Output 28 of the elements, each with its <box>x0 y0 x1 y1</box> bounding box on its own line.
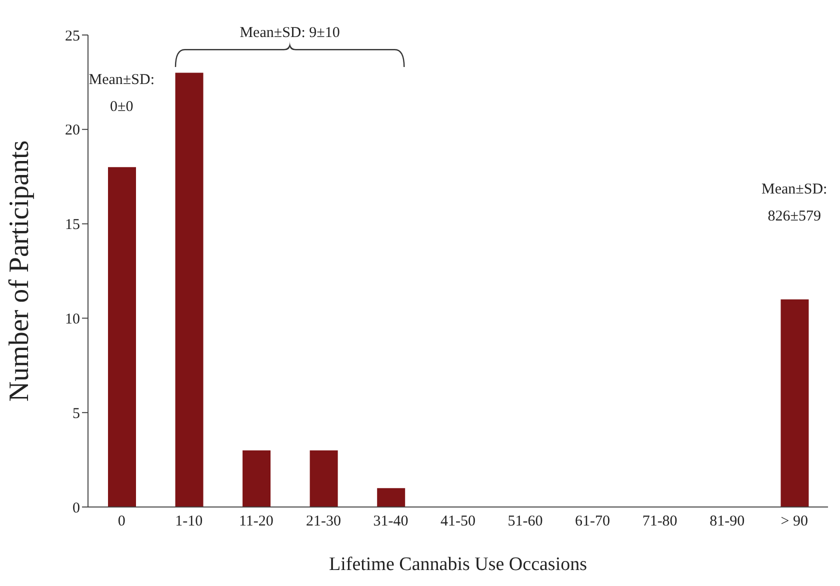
bar <box>242 450 271 507</box>
x-tick-label: 81-90 <box>710 514 745 530</box>
bar <box>108 167 136 507</box>
bar <box>377 488 406 507</box>
x-tick-label: 0 <box>118 514 126 530</box>
x-axis-title: Lifetime Cannabis Use Occasions <box>328 554 588 575</box>
annotation: Mean±SD: 0±0 <box>88 72 155 116</box>
x-tick-label: 41-50 <box>440 514 476 530</box>
x-tick-label: 71-80 <box>642 514 678 530</box>
y-tick-label: 25 <box>65 28 80 44</box>
x-tick-label: 21-30 <box>306 514 341 530</box>
bar <box>780 299 809 507</box>
bar <box>175 72 204 507</box>
y-tick-label: 10 <box>65 312 80 328</box>
y-tick-label: 0 <box>72 500 80 516</box>
y-tick-label: 20 <box>65 122 80 139</box>
y-tick-label: 5 <box>72 406 80 422</box>
x-tick-label: > 90 <box>780 514 808 530</box>
x-tick-label: 11-20 <box>238 514 274 530</box>
y-tick-label: 15 <box>65 217 80 234</box>
x-tick-label: 61-70 <box>575 514 610 530</box>
annotation: Mean±SD: 826±579 <box>761 182 828 225</box>
bar <box>310 450 338 507</box>
x-tick-label: 1-10 <box>175 514 203 530</box>
y-axis-title: Number of Participants <box>4 140 35 402</box>
annotation: Mean±SD: 9±10 <box>240 25 340 41</box>
x-tick-label: 31-40 <box>373 514 408 530</box>
x-tick-label: 51-60 <box>508 514 543 530</box>
